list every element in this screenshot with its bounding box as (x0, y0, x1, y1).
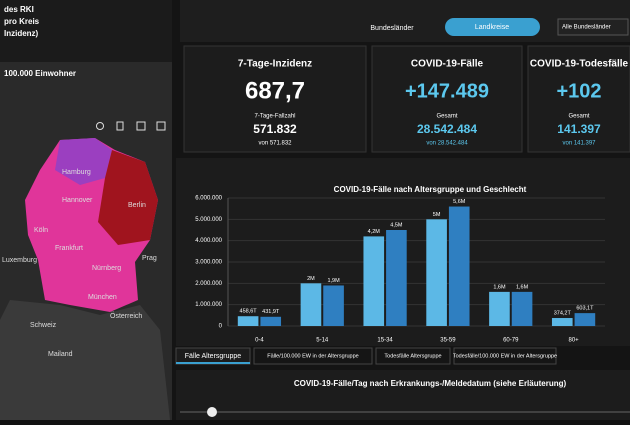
bar (386, 230, 407, 326)
card-value: +147.489 (405, 80, 489, 102)
x-tick-label: 15-34 (377, 338, 393, 344)
card-title: COVID-19-Fälle (411, 59, 484, 70)
city-label: Luxemburg (2, 257, 37, 264)
card-sub: Gesamt (568, 114, 589, 120)
card-sub: 7-Tage-Fallzahl (254, 114, 295, 120)
card (183, 45, 367, 153)
sidebar-title: des RKI (4, 5, 34, 14)
neighbor-land (0, 300, 170, 420)
city-label: Hannover (62, 197, 93, 204)
value-label: 1,9M (327, 278, 340, 284)
card-value: +102 (556, 80, 601, 102)
value-label: 5M (433, 212, 441, 218)
bar (300, 283, 322, 326)
city-label: Frankfurt (55, 245, 83, 252)
bottom-title: COVID-19-Fälle/Tag nach Erkrankungs-/Mel… (294, 379, 567, 388)
city-label: Hamburg (62, 169, 91, 176)
city-label: Österreich (110, 312, 142, 320)
toggle-active[interactable] (445, 18, 540, 36)
y-tick-label: 5.000.000 (195, 217, 222, 223)
card-foot: von 28.542.484 (426, 141, 468, 147)
x-tick-label: 5-14 (316, 338, 329, 344)
city-label: Mailand (48, 351, 73, 358)
search-icon[interactable] (96, 122, 104, 130)
y-tick-label: 6.000.000 (195, 196, 222, 202)
sidebar-title: pro Kreis (4, 17, 40, 26)
x-tick-label: 60-79 (503, 338, 519, 344)
bar (260, 316, 282, 326)
city-label: Prag (142, 255, 157, 262)
y-tick-label: 1.000.000 (195, 302, 222, 308)
value-label: 374,2T (554, 310, 572, 316)
bar (574, 313, 596, 326)
bar (237, 316, 259, 326)
value-label: 603,1T (576, 306, 594, 312)
city-label: Nürnberg (92, 265, 121, 272)
bar (323, 285, 344, 326)
value-label: 1,6M (493, 284, 506, 290)
card-mid: 571.832 (253, 122, 297, 136)
dropdown-label[interactable]: Alle Bundesländer (562, 25, 611, 31)
value-label: 2M (307, 276, 315, 282)
chart-title: COVID-19-Fälle nach Altersgruppe und Ges… (334, 185, 527, 194)
tab[interactable] (453, 347, 557, 365)
dropdown[interactable] (557, 18, 629, 36)
value-label: 4,5M (390, 222, 403, 228)
map-region (98, 150, 158, 245)
y-tick-label: 2.000.000 (195, 281, 222, 287)
bar (551, 318, 573, 326)
y-tick-label: 4.000.000 (195, 238, 222, 244)
value-label: 4,2M (368, 229, 381, 235)
value-label: 1,6M (516, 284, 529, 290)
tab-label[interactable]: Fälle Altersgruppe (185, 353, 242, 360)
card-mid: 141.397 (557, 122, 601, 136)
value-label: 431,9T (262, 309, 280, 315)
sidebar-title: Inzidenz) (4, 29, 39, 38)
tab[interactable] (253, 347, 373, 365)
bar (511, 291, 533, 326)
slider-handle[interactable] (207, 407, 217, 417)
map-toolbar (96, 121, 166, 131)
card-title: 7-Tage-Inzidenz (238, 59, 312, 70)
value-label: 5,6M (453, 199, 466, 205)
city-label: Schweiz (30, 322, 57, 329)
card-foot: von 141.397 (562, 141, 596, 147)
x-tick-label: 35-59 (440, 338, 456, 344)
bar (489, 291, 510, 326)
bar (448, 206, 470, 326)
x-tick-label: 80+ (568, 338, 579, 344)
grid-icon[interactable] (156, 121, 166, 131)
tabs: Fälle Altersgruppe Fälle/100.000 EW in de… (175, 347, 557, 365)
card-value: 687,7 (245, 77, 305, 104)
value-label: 458,6T (240, 309, 258, 315)
map-title: 100.000 Einwohner (4, 69, 76, 78)
tab-label[interactable]: Fälle/100.000 EW in der Altersgruppe (267, 353, 358, 359)
card-mid: 28.542.484 (417, 122, 477, 136)
y-tick-label: 3.000.000 (195, 260, 222, 266)
bar (426, 219, 447, 326)
x-tick-label: 0-4 (255, 338, 264, 344)
y-tick-label: 0 (219, 324, 223, 330)
bar (363, 236, 385, 326)
tab[interactable] (375, 347, 451, 365)
city-label: Berlin (128, 202, 146, 209)
card (371, 45, 523, 153)
tab-label[interactable]: Todesfälle Altersgruppe (384, 353, 441, 359)
card-foot: von 571.832 (258, 141, 292, 147)
tab-label[interactable]: Todesfälle/100.000 EW in der Altersgrupp… (453, 353, 557, 359)
card (527, 45, 630, 153)
toggle-option[interactable]: Bundesländer (370, 25, 414, 32)
card-sub: Gesamt (436, 114, 457, 120)
header (180, 0, 630, 42)
toggle-option[interactable]: Landkreise (475, 24, 509, 31)
city-label: München (88, 294, 117, 301)
city-label: Köln (34, 227, 48, 234)
cards: 7-Tage-Inzidenz 687,7 7-Tage-Fallzahl 571.8… (183, 45, 630, 153)
map-region (55, 138, 112, 185)
list-icon[interactable] (136, 121, 146, 131)
card-title: COVID-19-Todesfälle (530, 59, 629, 70)
bookmark-icon[interactable] (116, 121, 124, 131)
